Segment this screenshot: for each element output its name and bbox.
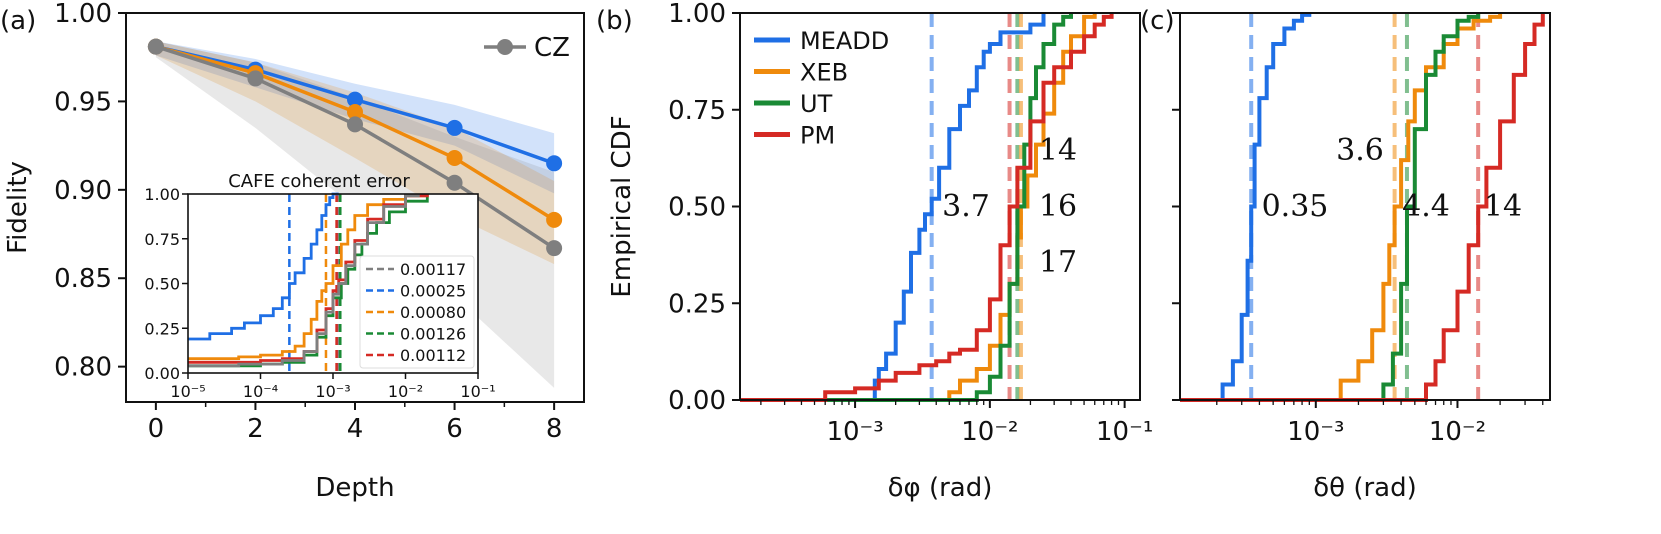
data-point-cz: [446, 174, 463, 191]
median-annotation-xeb: 3.6: [1336, 133, 1384, 168]
inset-chart: CAFE coherent error 10⁻⁵ 10⁻⁴ 10⁻³ 10⁻² 10⁻¹ 0…: [144, 171, 495, 401]
median-annotation-pm: 14: [1484, 189, 1522, 224]
inset-legend-label: 0.00025: [400, 282, 466, 301]
y-tick-label: 0.50: [668, 193, 726, 223]
inset-x-tick-label: 10⁻⁴: [243, 382, 278, 401]
median-annotation-meadd: 0.35: [1262, 189, 1329, 224]
inset-y-tick-label: 1.00: [144, 185, 180, 204]
data-point-xeb: [446, 149, 463, 166]
x-tick-label: 0: [148, 414, 165, 444]
panel-c: 10⁻³ 10⁻² δθ (rad) (c) 0.353.6 4.4 14: [1140, 6, 1551, 503]
y-tick-label: 0.90: [54, 176, 112, 206]
panel-label-c: (c): [1140, 6, 1175, 36]
x-tick-label: 10⁻¹: [1096, 417, 1153, 447]
x-tick-label: 10⁻²: [961, 417, 1018, 447]
median-annotation-ut: 16: [1039, 189, 1077, 224]
inset-cdf-cz: [188, 194, 420, 368]
legend-label-xeb: XEB: [800, 59, 848, 87]
y-tick-label: 0.95: [54, 87, 112, 117]
x-tick-label: 2: [247, 414, 264, 444]
y-tick-label: 0.25: [668, 289, 726, 319]
x-tick-label: 10⁻³: [1287, 417, 1344, 447]
inset-legend-box: [359, 255, 475, 369]
data-point-cz: [347, 116, 363, 133]
cdf-ut: [740, 13, 1073, 402]
inset-y-tick-label: 0.75: [144, 230, 180, 249]
legend-label-meadd: MEADD: [800, 27, 889, 55]
inset-legend-label: 0.00080: [400, 303, 466, 322]
median-annotation-ut: 4.4: [1402, 189, 1450, 224]
axes-frame: [125, 12, 585, 403]
x-axis-label: δθ (rad): [1313, 473, 1417, 503]
y-tick-label: 0.00: [668, 386, 726, 416]
inset-legend-label: 0.00112: [400, 346, 466, 365]
inset-cdf-meadd: [188, 192, 339, 341]
legend-marker-cz: [497, 39, 513, 55]
data-point-meadd: [446, 119, 463, 136]
inset-y-tick-label: 0.50: [144, 275, 180, 294]
inset-x-tick-label: 10⁻³: [315, 382, 350, 401]
x-tick-label: 6: [446, 414, 463, 444]
y-tick-label: 0.80: [54, 353, 112, 383]
y-tick-label: 0.85: [54, 264, 112, 294]
cdf-meadd: [1180, 12, 1312, 402]
cdf-pm: [740, 13, 1114, 402]
data-point-meadd: [546, 155, 563, 172]
data-point-cz: [546, 240, 563, 257]
x-tick-label: 8: [546, 414, 563, 444]
median-annotation-pm: 14: [1039, 133, 1077, 168]
data-point-xeb: [347, 104, 363, 121]
inset-x-tick-label: 10⁻¹: [460, 382, 495, 401]
x-tick-label: 10⁻²: [1429, 417, 1486, 447]
inset-legend-label: 0.00126: [400, 325, 466, 344]
inset-cdf-xeb: [188, 194, 429, 361]
data-point-meadd: [347, 91, 363, 108]
y-tick-label: 1.00: [54, 0, 112, 29]
cdf-xeb: [1180, 13, 1503, 402]
inset-y-tick-label: 0.25: [144, 319, 180, 338]
y-axis-label: Fidelity: [3, 161, 33, 254]
inset-legend-label: 0.00117: [400, 260, 466, 279]
median-annotation-xeb: 17: [1039, 245, 1077, 280]
panel-b: 10⁻³ 10⁻² 10⁻¹ 0.00 0.25 0.50 0.75 1.00 δφ (rad)…: [596, 0, 1153, 503]
y-tick-label: 1.00: [668, 0, 726, 29]
cdf-pm: [1180, 13, 1545, 402]
inset-x-tick-label: 10⁻⁵: [170, 382, 205, 401]
x-axis-label: δφ (rad): [888, 473, 993, 503]
data-point-cz: [247, 70, 264, 87]
legend-label-ut: UT: [800, 90, 833, 118]
cdf-ut: [1180, 13, 1481, 402]
panel-label-b: (b): [596, 6, 633, 36]
cdf-meadd: [740, 13, 1046, 402]
inset-title: CAFE coherent error: [228, 171, 410, 192]
y-tick-label: 0.75: [668, 96, 726, 126]
legend-label-pm: PM: [800, 122, 835, 150]
data-point-xeb: [546, 211, 563, 228]
data-point-cz: [147, 38, 164, 55]
inset-x-tick-label: 10⁻²: [388, 382, 423, 401]
median-annotation-meadd: 3.7: [942, 189, 990, 224]
y-axis-label: Empirical CDF: [607, 115, 637, 297]
x-tick-label: 10⁻³: [826, 417, 883, 447]
inset-y-tick-label: 0.00: [144, 364, 180, 383]
x-axis-label: Depth: [315, 473, 394, 503]
x-tick-label: 4: [347, 414, 364, 444]
legend-label-cz: CZ: [534, 33, 570, 63]
panel-label-a: (a): [0, 6, 36, 36]
cdf-xeb: [740, 13, 1097, 402]
